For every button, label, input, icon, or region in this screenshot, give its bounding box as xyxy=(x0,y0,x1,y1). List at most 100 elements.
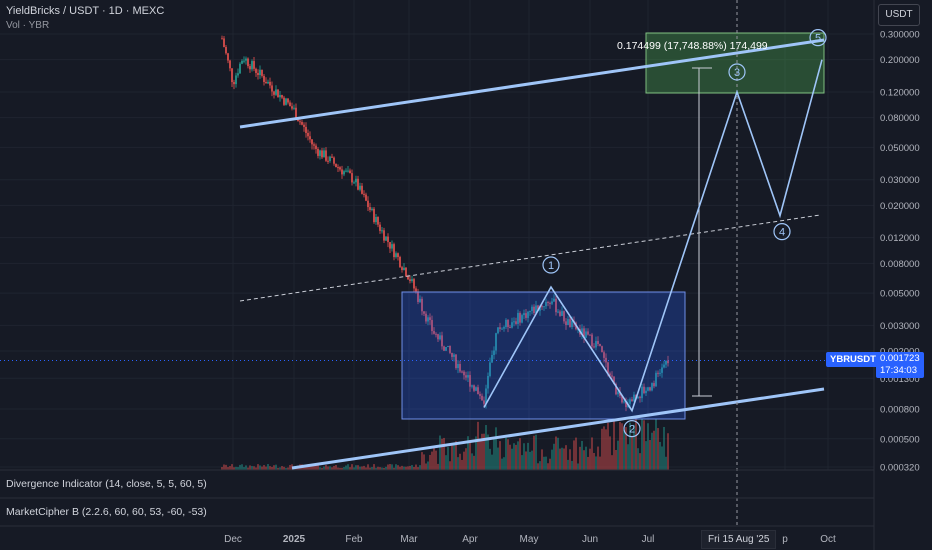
marketcipher-indicator-label[interactable]: MarketCipher B (2.2.6, 60, 60, 53, -60, … xyxy=(6,506,207,518)
volume-bar xyxy=(625,427,627,470)
candle-body xyxy=(331,156,333,158)
volume-bar xyxy=(233,467,235,470)
candle-body xyxy=(327,160,329,162)
candle-body xyxy=(325,150,327,161)
volume-bar xyxy=(415,464,417,470)
last-price-tag: 0.001723 17:34:03 xyxy=(876,352,924,378)
volume-bar xyxy=(383,467,385,470)
volume-bar xyxy=(469,442,471,470)
candle-body xyxy=(339,167,341,170)
volume-bar xyxy=(629,422,631,470)
volume-bar xyxy=(287,467,289,470)
volume-bar xyxy=(227,467,229,470)
candle-body xyxy=(529,310,531,312)
chart-title: YieldBricks / USDT · 1D · MEXC xyxy=(6,5,165,17)
price-tick-label: 0.001300 xyxy=(880,374,920,385)
candle-body xyxy=(653,383,655,387)
volume-bar xyxy=(501,458,503,470)
volume-bar xyxy=(503,457,505,470)
countdown: 17:34:03 xyxy=(880,365,917,376)
volume-bar xyxy=(373,464,375,470)
candle-body xyxy=(491,355,493,363)
volume-bar xyxy=(471,453,473,470)
candle-body xyxy=(453,354,455,357)
currency-button[interactable]: USDT xyxy=(878,4,920,26)
volume-bar xyxy=(515,444,517,470)
volume-bar xyxy=(563,448,565,470)
volume-bar xyxy=(353,467,355,470)
candle-body xyxy=(415,288,417,292)
candle-body xyxy=(387,236,389,243)
volume-bar xyxy=(609,436,611,470)
volume-bar xyxy=(445,455,447,470)
volume-bar xyxy=(567,459,569,470)
volume-bar xyxy=(619,421,621,470)
volume-bar xyxy=(359,466,361,470)
volume-bar xyxy=(565,445,567,470)
volume-bar xyxy=(275,464,277,470)
candle-body xyxy=(233,82,235,85)
candle-body xyxy=(507,319,509,327)
volume-bar xyxy=(453,442,455,470)
volume-bar xyxy=(485,425,487,470)
volume-bar xyxy=(451,443,453,470)
volume-bar xyxy=(483,433,485,470)
volume-bar xyxy=(405,466,407,470)
candle-body xyxy=(589,334,591,336)
candle-body xyxy=(567,319,569,325)
volume-bar xyxy=(279,467,281,470)
candle-body xyxy=(559,311,561,316)
candle-body xyxy=(301,122,303,125)
volume-bar xyxy=(403,466,405,470)
price-tick-label: 0.000800 xyxy=(880,405,920,416)
volume-bar xyxy=(243,467,245,470)
volume-bar xyxy=(641,419,643,470)
candle-body xyxy=(483,400,485,404)
candle-body xyxy=(535,305,537,314)
candle-body xyxy=(399,256,401,268)
candle-body xyxy=(539,306,541,311)
candle-body xyxy=(493,350,495,356)
volume-bar xyxy=(379,467,381,470)
volume-bar xyxy=(595,456,597,470)
wave-label-circle xyxy=(623,420,641,438)
volume-bar xyxy=(543,456,545,470)
candle-body xyxy=(401,267,403,271)
candle-body xyxy=(365,194,367,201)
volume-bar xyxy=(441,438,443,470)
volume-bar xyxy=(397,465,399,470)
volume-bar xyxy=(545,456,547,470)
candle-body xyxy=(477,387,479,395)
candle-body xyxy=(633,394,635,402)
candle-body xyxy=(621,395,623,403)
volume-bar xyxy=(371,467,373,470)
divergence-indicator-label[interactable]: Divergence Indicator (14, close, 5, 5, 6… xyxy=(6,478,207,490)
volume-bar xyxy=(413,466,415,470)
volume-bar xyxy=(467,436,469,470)
volume-bar xyxy=(651,432,653,470)
candle-body xyxy=(313,144,315,146)
volume-bar xyxy=(439,435,441,470)
candle-body xyxy=(383,230,385,241)
volume-bar xyxy=(321,467,323,470)
candle-body xyxy=(321,150,323,158)
volume-bar xyxy=(225,464,227,470)
volume-bar xyxy=(423,454,425,470)
volume-bar xyxy=(589,448,591,470)
candle-body xyxy=(329,156,331,161)
candle-body xyxy=(647,387,649,391)
volume-bar xyxy=(285,467,287,470)
candle-body xyxy=(609,373,611,376)
candle-body xyxy=(277,89,279,98)
candle-body xyxy=(519,312,521,323)
candle-body xyxy=(625,401,627,408)
price-tick-label: 0.005000 xyxy=(880,289,920,300)
volume-bar xyxy=(575,437,577,470)
candle-body xyxy=(431,320,433,332)
volume-bar xyxy=(659,441,661,470)
candle-body xyxy=(225,46,227,54)
volume-bar xyxy=(617,440,619,470)
volume-bar xyxy=(367,464,369,470)
volume-bar xyxy=(579,446,581,470)
